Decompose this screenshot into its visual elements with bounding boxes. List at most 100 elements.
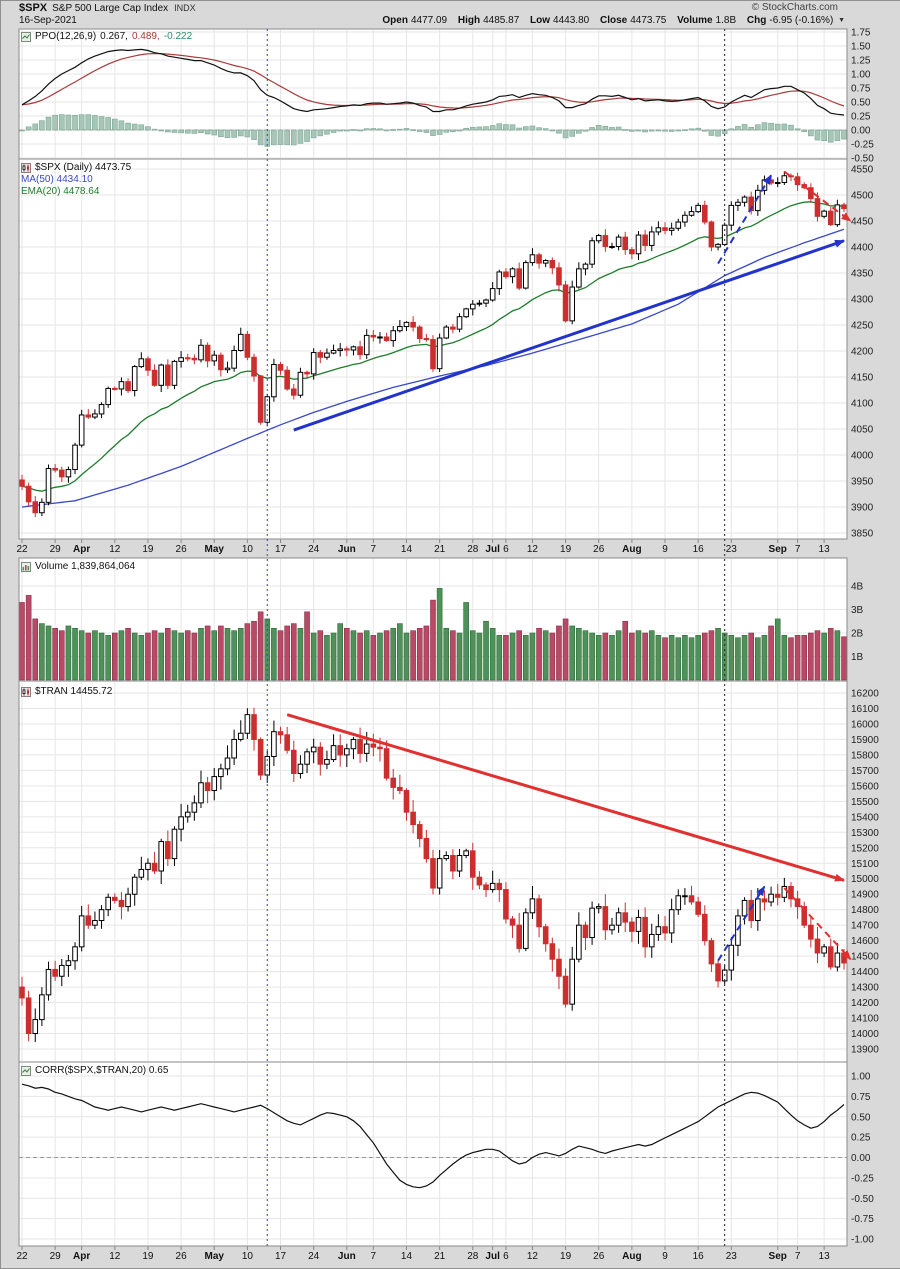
svg-text:Sep: Sep <box>769 1251 787 1262</box>
svg-text:28: 28 <box>467 1251 479 1262</box>
svg-text:29: 29 <box>50 1251 62 1262</box>
spx-legend: $SPX (Daily) 4473.75 <box>21 162 131 173</box>
ma50-legend: MA(50) 4434.10 <box>21 174 93 185</box>
svg-text:4400: 4400 <box>851 243 874 254</box>
svg-text:4100: 4100 <box>851 399 874 410</box>
svg-text:19: 19 <box>560 544 572 555</box>
svg-text:Aug: Aug <box>622 1251 641 1262</box>
svg-text:16: 16 <box>693 1251 705 1262</box>
svg-text:1.50: 1.50 <box>851 42 871 53</box>
svg-text:Apr: Apr <box>73 1251 90 1262</box>
svg-text:4450: 4450 <box>851 217 874 228</box>
svg-text:1.00: 1.00 <box>851 1072 871 1083</box>
svg-text:26: 26 <box>176 1251 188 1262</box>
svg-text:10: 10 <box>242 544 254 555</box>
svg-text:23: 23 <box>726 1251 738 1262</box>
svg-text:-0.25: -0.25 <box>851 1173 874 1184</box>
svg-text:15800: 15800 <box>851 750 879 761</box>
svg-text:14600: 14600 <box>851 936 879 947</box>
svg-text:0.00: 0.00 <box>851 126 871 137</box>
symbol: $SPX <box>19 2 48 14</box>
ppo-legend: PPO(12,26,9) 0.267, 0.489, -0.222 <box>21 31 192 42</box>
low-value: 4443.80 <box>553 15 590 26</box>
candlestick-icon <box>21 686 31 697</box>
svg-text:14: 14 <box>401 1251 413 1262</box>
chg-label: Chg <box>746 15 767 26</box>
svg-text:14100: 14100 <box>851 1014 879 1025</box>
svg-text:Sep: Sep <box>769 544 787 555</box>
svg-text:13900: 13900 <box>851 1045 879 1056</box>
svg-text:12: 12 <box>109 1251 121 1262</box>
svg-text:0.25: 0.25 <box>851 112 871 123</box>
svg-text:14800: 14800 <box>851 905 879 916</box>
svg-text:3900: 3900 <box>851 503 874 514</box>
svg-text:26: 26 <box>593 1251 605 1262</box>
svg-text:16200: 16200 <box>851 689 879 700</box>
svg-text:Jul: Jul <box>485 1251 500 1262</box>
svg-text:4050: 4050 <box>851 425 874 436</box>
open-label: Open <box>382 15 408 26</box>
svg-text:7: 7 <box>795 1251 801 1262</box>
svg-text:3850: 3850 <box>851 529 874 540</box>
ppo-histogram-value: -0.222 <box>163 31 193 42</box>
svg-text:24: 24 <box>308 1251 320 1262</box>
svg-text:10: 10 <box>242 1251 254 1262</box>
svg-text:-1.00: -1.00 <box>851 1235 874 1246</box>
svg-text:16100: 16100 <box>851 704 879 715</box>
ppo-value: 0.267, <box>100 31 128 42</box>
open-value: 4477.09 <box>410 15 448 26</box>
svg-text:23: 23 <box>726 544 738 555</box>
svg-text:19: 19 <box>560 1251 572 1262</box>
svg-text:22: 22 <box>16 1251 28 1262</box>
svg-text:0.50: 0.50 <box>851 1112 871 1123</box>
svg-text:0.75: 0.75 <box>851 1092 871 1103</box>
svg-text:4250: 4250 <box>851 321 874 332</box>
indicator-icon <box>21 31 31 42</box>
svg-text:15100: 15100 <box>851 859 879 870</box>
svg-text:14: 14 <box>401 544 413 555</box>
svg-text:19: 19 <box>142 1251 154 1262</box>
svg-text:4300: 4300 <box>851 295 874 306</box>
svg-text:May: May <box>205 1251 225 1262</box>
svg-text:4000: 4000 <box>851 451 874 462</box>
volume-legend-text: Volume 1,839,864,064 <box>35 561 136 572</box>
header-quote-row: 16-Sep-2021 Open 4477.09 High 4485.87 Low 4… <box>19 15 883 28</box>
svg-text:21: 21 <box>434 544 446 555</box>
volume-value: 1.8B <box>715 15 737 26</box>
svg-text:3B: 3B <box>851 605 864 616</box>
svg-text:0.00: 0.00 <box>851 1153 871 1164</box>
svg-text:15400: 15400 <box>851 812 879 823</box>
svg-text:16000: 16000 <box>851 719 879 730</box>
svg-text:19: 19 <box>142 544 154 555</box>
svg-text:Jul: Jul <box>485 544 500 555</box>
ppo-signal-value: 0.489, <box>131 31 160 42</box>
svg-text:9: 9 <box>662 544 668 555</box>
svg-text:0.75: 0.75 <box>851 84 871 95</box>
svg-text:2B: 2B <box>851 629 864 640</box>
high-value: 4485.87 <box>483 15 520 26</box>
svg-text:7: 7 <box>795 544 801 555</box>
corr-legend: CORR($SPX,$TRAN,20) 0.65 <box>21 1065 168 1076</box>
svg-text:14400: 14400 <box>851 967 879 978</box>
header-title-row: $SPX S&P 500 Large Cap Index INDX © StockC… <box>19 2 893 15</box>
low-label: Low <box>530 15 551 26</box>
chart-date: 16-Sep-2021 <box>19 15 77 26</box>
svg-text:15600: 15600 <box>851 781 879 792</box>
volume-label: Volume <box>677 15 713 26</box>
svg-text:28: 28 <box>467 544 479 555</box>
svg-text:6: 6 <box>503 1251 509 1262</box>
indicator-icon <box>21 1065 31 1076</box>
svg-text:15300: 15300 <box>851 828 879 839</box>
corr-panel-bg <box>19 1062 847 1246</box>
svg-text:26: 26 <box>593 544 605 555</box>
svg-text:9: 9 <box>662 1251 668 1262</box>
volume-legend: Volume 1,839,864,064 <box>21 561 135 572</box>
close-label: Close <box>599 15 628 26</box>
svg-text:15500: 15500 <box>851 797 879 808</box>
ema20-legend: EMA(20) 4478.64 <box>21 186 99 197</box>
volume-bars-icon <box>21 561 31 572</box>
svg-text:4350: 4350 <box>851 269 874 280</box>
svg-text:26: 26 <box>176 544 188 555</box>
svg-text:14300: 14300 <box>851 983 879 994</box>
